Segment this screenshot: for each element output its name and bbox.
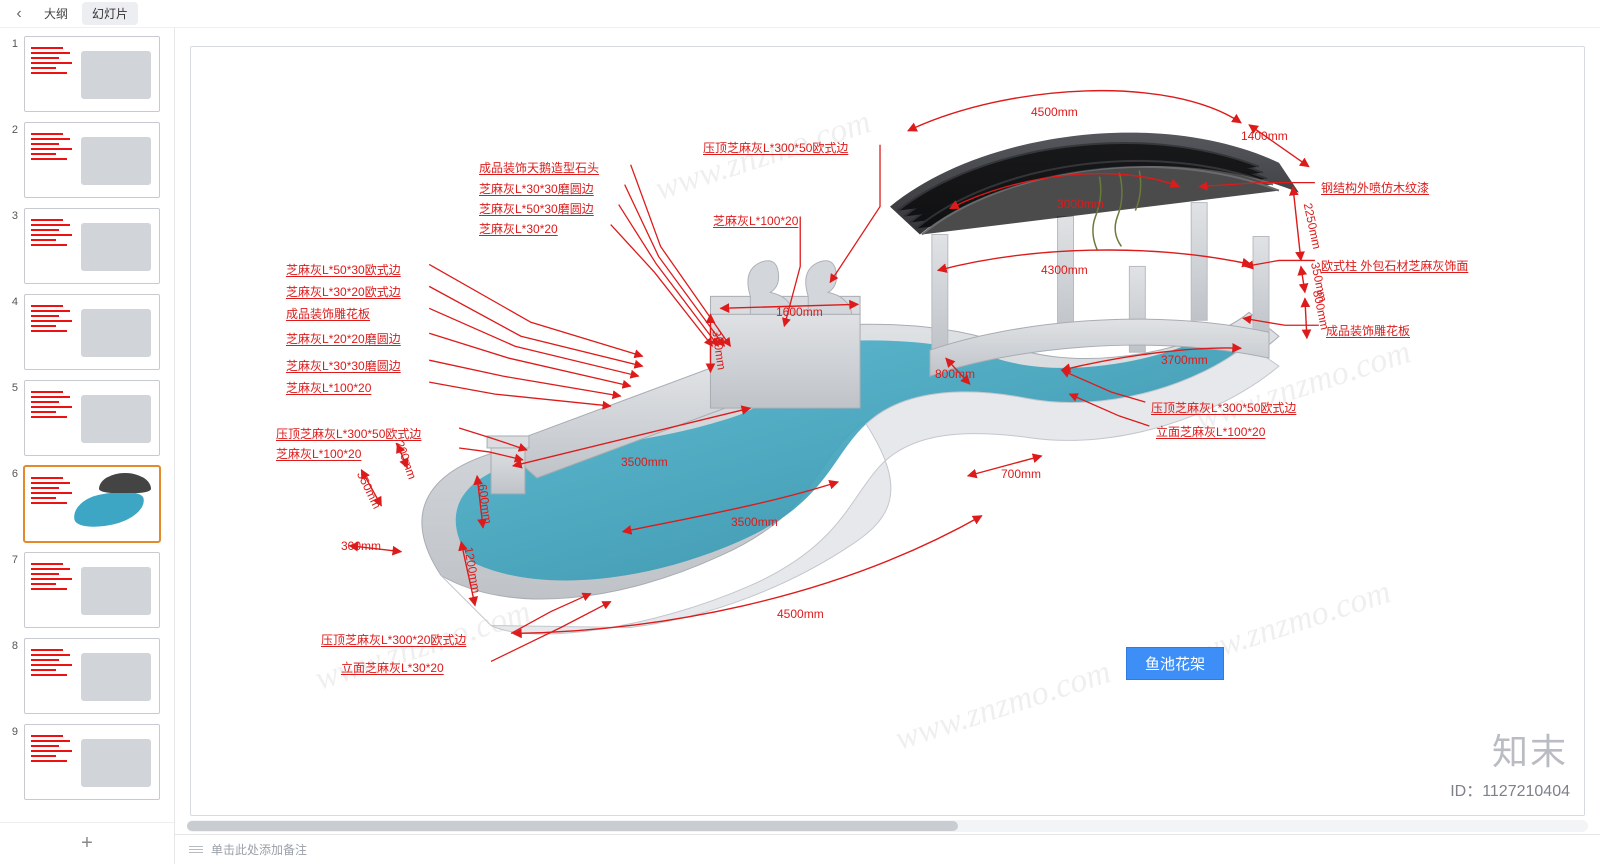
slide-thumb[interactable]: 2 xyxy=(4,122,168,198)
slide-number: 5 xyxy=(4,380,18,456)
tab-slides[interactable]: 幻灯片 xyxy=(82,2,138,25)
view-tabs-bar: ‹ 大纲 幻灯片 xyxy=(0,0,1600,28)
slide-number: 6 xyxy=(4,466,18,542)
callout-label: 压顶芝麻灰L*300*50欧式边 xyxy=(276,425,421,442)
slide-panel: 1 2 3 4 5 6 7 8 9 + xyxy=(0,28,175,864)
callout-label: 压顶芝麻灰L*300*20欧式边 xyxy=(321,631,466,648)
slide-thumb[interactable]: 9 xyxy=(4,724,168,800)
callout-label: 芝麻灰L*50*30磨圆边 xyxy=(479,200,594,217)
slide-thumb-preview[interactable] xyxy=(24,208,160,284)
dimension-label: 700mm xyxy=(1001,467,1041,481)
slide-number: 7 xyxy=(4,552,18,628)
callout-label: 成品装饰雕花板 xyxy=(1326,322,1410,339)
dimension-label: 4500mm xyxy=(1031,105,1078,119)
slide-number: 2 xyxy=(4,122,18,198)
tab-outline[interactable]: 大纲 xyxy=(34,2,78,25)
callout-label: 芝麻灰L*30*20 xyxy=(479,220,558,237)
horizontal-scrollbar[interactable] xyxy=(187,820,1588,832)
slide-thumb[interactable]: 3 xyxy=(4,208,168,284)
slide-thumb-preview[interactable] xyxy=(24,466,160,542)
notes-placeholder[interactable]: 单击此处添加备注 xyxy=(211,841,307,858)
slide-title-badge: 鱼池花架 xyxy=(1126,647,1224,680)
callout-label: 芝麻灰L*50*30欧式边 xyxy=(286,261,401,278)
callout-label: 芝麻灰L*30*20欧式边 xyxy=(286,283,401,300)
slide-number: 1 xyxy=(4,36,18,112)
slide-number: 8 xyxy=(4,638,18,714)
dimension-label: 300mm xyxy=(341,539,381,553)
notes-grip-icon xyxy=(189,846,203,853)
callout-label: 芝麻灰L*100*20 xyxy=(286,379,371,396)
horizontal-scroll-thumb[interactable] xyxy=(187,821,958,831)
slide-thumb[interactable]: 6 xyxy=(4,466,168,542)
dimension-label: 4300mm xyxy=(1041,263,1088,277)
dimension-label: 1600mm xyxy=(776,305,823,319)
slide-thumb[interactable]: 5 xyxy=(4,380,168,456)
canvas-area: www.znzmo.com www.znzmo.com www.znzmo.co… xyxy=(175,28,1600,864)
slide-thumb-preview[interactable] xyxy=(24,36,160,112)
callout-label: 芝麻灰L*20*20磨圆边 xyxy=(286,330,401,347)
dimension-label: 3700mm xyxy=(1161,353,1208,367)
callout-label: 成品装饰天鹅造型石头 xyxy=(479,159,599,176)
slide-thumb[interactable]: 1 xyxy=(4,36,168,112)
callout-label: 压顶芝麻灰L*300*50欧式边 xyxy=(703,139,848,156)
slide-thumb-preview[interactable] xyxy=(24,122,160,198)
dimension-label: 800mm xyxy=(935,367,975,381)
slide-thumb-preview[interactable] xyxy=(24,294,160,370)
main-split: 1 2 3 4 5 6 7 8 9 + www.znzmo.com www.znzmo.com … xyxy=(0,28,1600,864)
dimension-label: 3500mm xyxy=(731,515,778,529)
callout-label: 芝麻灰L*30*30磨圆边 xyxy=(286,357,401,374)
notes-bar[interactable]: 单击此处添加备注 xyxy=(175,834,1600,864)
callout-label: 芝麻灰L*100*20 xyxy=(713,212,798,229)
add-slide-bar: + xyxy=(0,822,174,864)
dimension-label: 3000mm xyxy=(1057,197,1104,211)
dimension-label: 1400mm xyxy=(1241,129,1288,143)
brand-watermark: 知末 xyxy=(1492,723,1568,775)
slide-thumb-preview[interactable] xyxy=(24,380,160,456)
dimension-label: 4500mm xyxy=(777,607,824,621)
slide-number: 4 xyxy=(4,294,18,370)
stage-scroll[interactable]: www.znzmo.com www.znzmo.com www.znzmo.co… xyxy=(175,28,1600,834)
slide-thumb-preview[interactable] xyxy=(24,638,160,714)
slide-thumb[interactable]: 8 xyxy=(4,638,168,714)
callout-label: 钢结构外喷仿木纹漆 xyxy=(1321,179,1429,196)
callout-label: 芝麻灰L*100*20 xyxy=(276,445,361,462)
slide-thumb-preview[interactable] xyxy=(24,552,160,628)
slide-stage[interactable]: www.znzmo.com www.znzmo.com www.znzmo.co… xyxy=(190,46,1585,816)
slide-thumb[interactable]: 4 xyxy=(4,294,168,370)
add-slide-button[interactable]: + xyxy=(81,832,93,855)
back-button[interactable]: ‹ xyxy=(8,3,30,25)
callout-label: 成品装饰雕花板 xyxy=(286,305,370,322)
callout-label: 立面芝麻灰L*30*20 xyxy=(341,659,444,676)
dimension-label: 3500mm xyxy=(621,455,668,469)
callout-label: 欧式柱 外包石材芝麻灰饰面 xyxy=(1321,257,1468,274)
callout-label: 立面芝麻灰L*100*20 xyxy=(1156,423,1265,440)
slide-number: 9 xyxy=(4,724,18,800)
callout-label: 芝麻灰L*30*30磨圆边 xyxy=(479,180,594,197)
slide-number: 3 xyxy=(4,208,18,284)
slide-thumb[interactable]: 7 xyxy=(4,552,168,628)
slide-thumb-preview[interactable] xyxy=(24,724,160,800)
callout-label: 压顶芝麻灰L*300*50欧式边 xyxy=(1151,399,1296,416)
document-id: ID：1127210404 xyxy=(1450,777,1570,801)
slide-thumb-list[interactable]: 1 2 3 4 5 6 7 8 9 xyxy=(0,28,174,822)
